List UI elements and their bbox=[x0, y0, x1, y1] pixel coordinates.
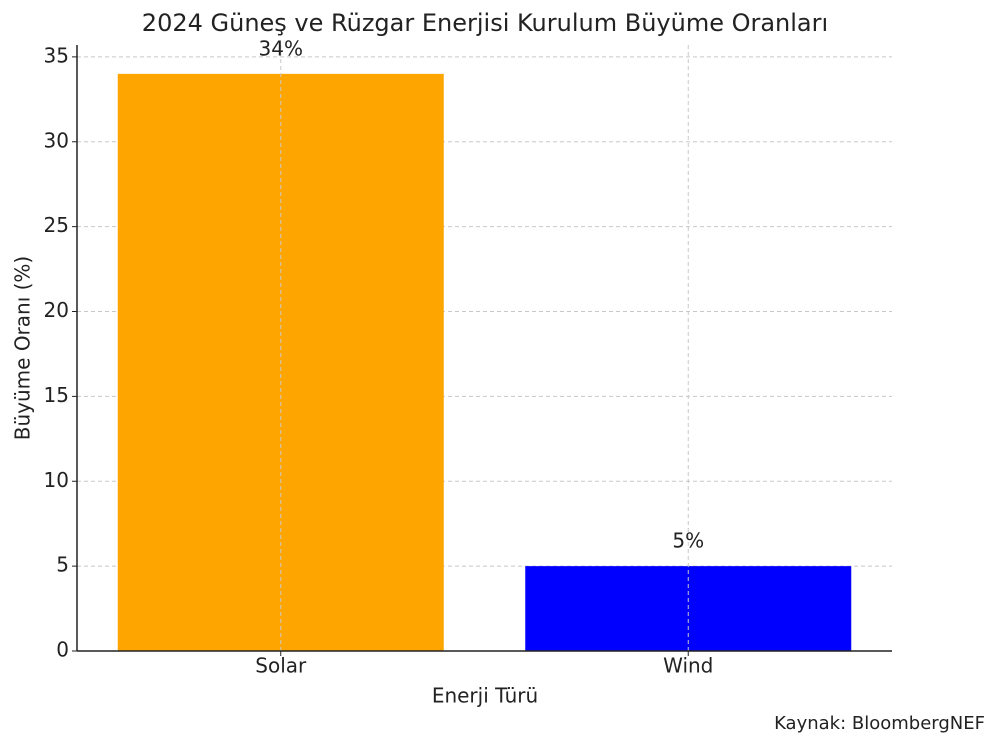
y-tick-label: 25 bbox=[44, 213, 69, 237]
y-tick-label: 30 bbox=[44, 128, 69, 152]
x-tick-label: Wind bbox=[663, 654, 713, 678]
y-tick-label: 35 bbox=[44, 43, 69, 67]
y-tick-label: 15 bbox=[44, 383, 69, 407]
y-axis-label: Büyüme Oranı (%) bbox=[11, 256, 35, 440]
y-tick-label: 10 bbox=[44, 468, 69, 492]
data-label: 34% bbox=[259, 36, 303, 60]
x-tick-label: Solar bbox=[255, 654, 307, 678]
x-axis-label: Enerji Türü bbox=[432, 684, 538, 708]
chart-title: 2024 Güneş ve Rüzgar Enerjisi Kurulum Bü… bbox=[142, 9, 828, 37]
y-tick-label: 20 bbox=[44, 298, 69, 322]
source-note: Kaynak: BloombergNEF bbox=[774, 713, 985, 734]
y-tick-label: 0 bbox=[56, 638, 69, 662]
y-tick-label: 5 bbox=[56, 553, 69, 577]
data-label: 5% bbox=[672, 529, 704, 553]
